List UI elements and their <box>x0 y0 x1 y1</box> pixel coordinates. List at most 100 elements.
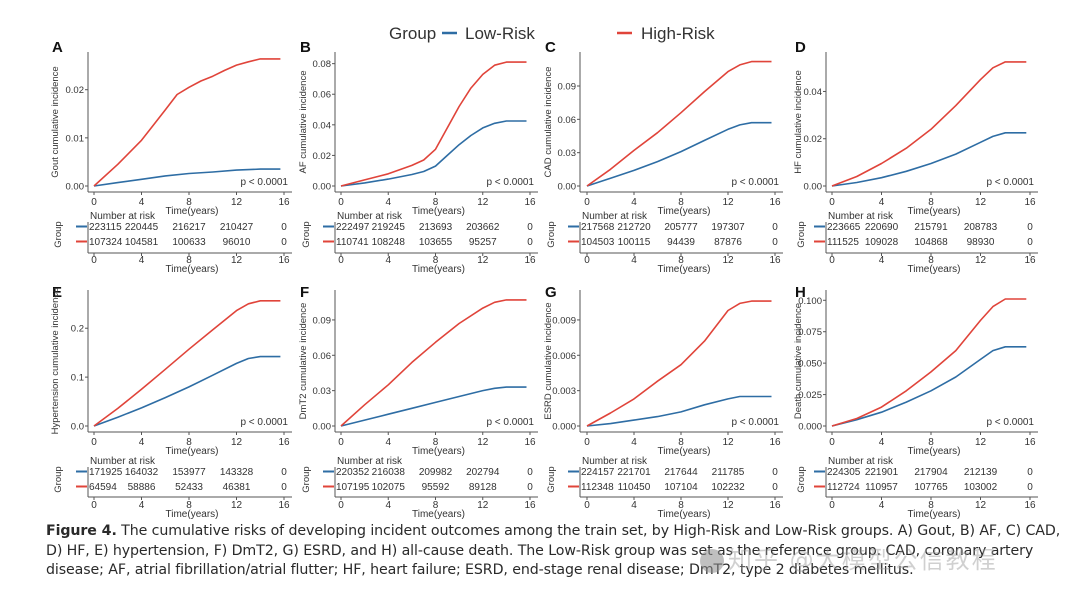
x-tick-label: 12 <box>722 437 734 448</box>
series-line-high-risk <box>93 300 281 427</box>
x-tick-label: 8 <box>928 437 934 448</box>
risk-table-group-label: Group <box>796 221 807 247</box>
risk-table: Number at risk Group 222497 219245 213693 203… <box>301 211 538 275</box>
risk-table-group-label: Group <box>546 221 557 247</box>
panel-label: G <box>545 284 557 301</box>
x-tick-label: 4 <box>631 197 637 208</box>
risk-table-x-tick-label: 12 <box>231 500 243 511</box>
x-tick-label: 12 <box>722 197 734 208</box>
risk-table-x-axis-label: Time(years) <box>412 509 465 520</box>
risk-table-cell: 110450 <box>618 482 651 493</box>
risk-table-title: Number at risk <box>828 211 894 222</box>
risk-table-cell: 112724 <box>827 482 860 493</box>
y-tick-label: 0.04 <box>804 87 823 98</box>
risk-table-cell: 100115 <box>618 237 651 248</box>
risk-table-cell: 220352 <box>336 467 370 478</box>
risk-table-cell: 100633 <box>172 237 206 248</box>
risk-table-x-tick-label: 16 <box>769 255 781 266</box>
x-tick-label: 4 <box>631 437 637 448</box>
risk-table: Number at risk Group 224157 221701 217644 211… <box>546 456 783 520</box>
risk-table-cell: 215791 <box>914 222 948 233</box>
risk-table-cell: 103655 <box>419 237 453 248</box>
risk-table-cell: 104503 <box>581 237 615 248</box>
y-tick-label: 0.06 <box>558 115 577 126</box>
x-axis-label: Time(years) <box>658 206 711 217</box>
watermark-text: 知乎 @大模型公信教程 <box>728 546 998 574</box>
risk-table: Number at risk Group 224305 221901 217904 212… <box>796 456 1038 520</box>
risk-table-cell: 95592 <box>422 482 450 493</box>
x-axis-label: Time(years) <box>908 206 961 217</box>
legend-label-low-risk: Low-Risk <box>465 24 535 43</box>
series-line-high-risk <box>340 61 527 187</box>
x-tick-label: 0 <box>584 197 590 208</box>
y-axis-label: AF cumulative incidence <box>298 71 309 174</box>
series-line-low-risk <box>831 346 1027 427</box>
risk-table-x-tick-label: 12 <box>722 255 734 266</box>
legend: Group Low-Risk High-Risk <box>389 24 715 43</box>
y-tick-label: 0.003 <box>552 386 576 397</box>
risk-table-group-label: Group <box>53 221 64 247</box>
series-line-low-risk <box>340 120 527 187</box>
x-tick-label: 4 <box>385 197 391 208</box>
risk-table-cell: 221901 <box>865 467 899 478</box>
figure-caption: Figure 4. The cumulative risks of develo… <box>46 522 1066 581</box>
legend-label-high-risk: High-Risk <box>641 24 715 43</box>
x-tick-label: 4 <box>139 197 145 208</box>
risk-table-x-tick-label: 12 <box>722 500 734 511</box>
risk-table-x-tick-label: 0 <box>91 500 97 511</box>
p-value: p < 0.0001 <box>731 177 779 188</box>
risk-table-cell: 107104 <box>664 482 698 493</box>
y-tick-label: 0.00 <box>804 182 823 193</box>
risk-table-cell: 0 <box>772 482 778 493</box>
risk-table-x-tick-label: 4 <box>879 500 885 511</box>
risk-table-cell: 95257 <box>469 237 497 248</box>
risk-table-cell: 205777 <box>664 222 698 233</box>
risk-table-cell: 223115 <box>89 222 122 233</box>
p-value: p < 0.0001 <box>486 417 534 428</box>
risk-table-cell: 202794 <box>466 467 500 478</box>
risk-table-cell: 208783 <box>964 222 998 233</box>
p-value: p < 0.0001 <box>986 177 1034 188</box>
p-value: p < 0.0001 <box>486 177 534 188</box>
risk-table-x-tick-label: 16 <box>1024 255 1036 266</box>
risk-table-cell: 217568 <box>581 222 615 233</box>
x-axis-label: Time(years) <box>412 446 465 457</box>
panel-c: C 0.00 0.03 0.06 0.09 CAD cumulative incidenc… <box>543 39 783 275</box>
risk-table: Number at risk Group 171925 164032 153977 143… <box>53 456 292 520</box>
risk-table-cell: 221701 <box>617 467 651 478</box>
risk-table-x-axis-label: Time(years) <box>166 264 219 275</box>
x-tick-label: 16 <box>769 437 781 448</box>
x-tick-label: 0 <box>829 437 835 448</box>
x-tick-label: 16 <box>1024 197 1036 208</box>
x-tick-label: 8 <box>186 197 192 208</box>
risk-table-x-tick-label: 8 <box>928 255 934 266</box>
risk-table-x-axis-label: Time(years) <box>658 509 711 520</box>
risk-table-cell: 104581 <box>125 237 159 248</box>
risk-table-x-tick-label: 12 <box>975 500 987 511</box>
caption-label: Figure 4. <box>46 523 117 539</box>
y-axis-label: Hypertension cumulative incidence <box>50 288 61 435</box>
y-axis-label: HF cumulative incidence <box>793 70 804 174</box>
p-value: p < 0.0001 <box>731 417 779 428</box>
x-tick-label: 0 <box>91 197 97 208</box>
risk-table-cell: 212720 <box>617 222 651 233</box>
risk-table-cell: 87876 <box>714 237 742 248</box>
risk-table-group-label: Group <box>796 466 807 492</box>
x-tick-label: 16 <box>278 437 290 448</box>
x-axis-label: Time(years) <box>166 206 219 217</box>
x-tick-label: 12 <box>231 437 243 448</box>
series-line-high-risk <box>340 299 527 427</box>
risk-table-x-tick-label: 8 <box>186 500 192 511</box>
risk-table-cell: 0 <box>1027 482 1033 493</box>
risk-table-cell: 0 <box>527 237 533 248</box>
legend-title: Group <box>389 24 436 43</box>
zhihu-logo-icon <box>700 549 724 573</box>
series-line-high-risk <box>831 61 1027 187</box>
x-tick-label: 12 <box>477 437 489 448</box>
risk-table: Number at risk Group 217568 212720 205777 197… <box>546 211 783 275</box>
risk-table-title: Number at risk <box>828 456 894 467</box>
x-tick-label: 8 <box>928 197 934 208</box>
y-tick-label: 0.025 <box>798 390 822 401</box>
risk-table-cell: 104868 <box>914 237 948 248</box>
